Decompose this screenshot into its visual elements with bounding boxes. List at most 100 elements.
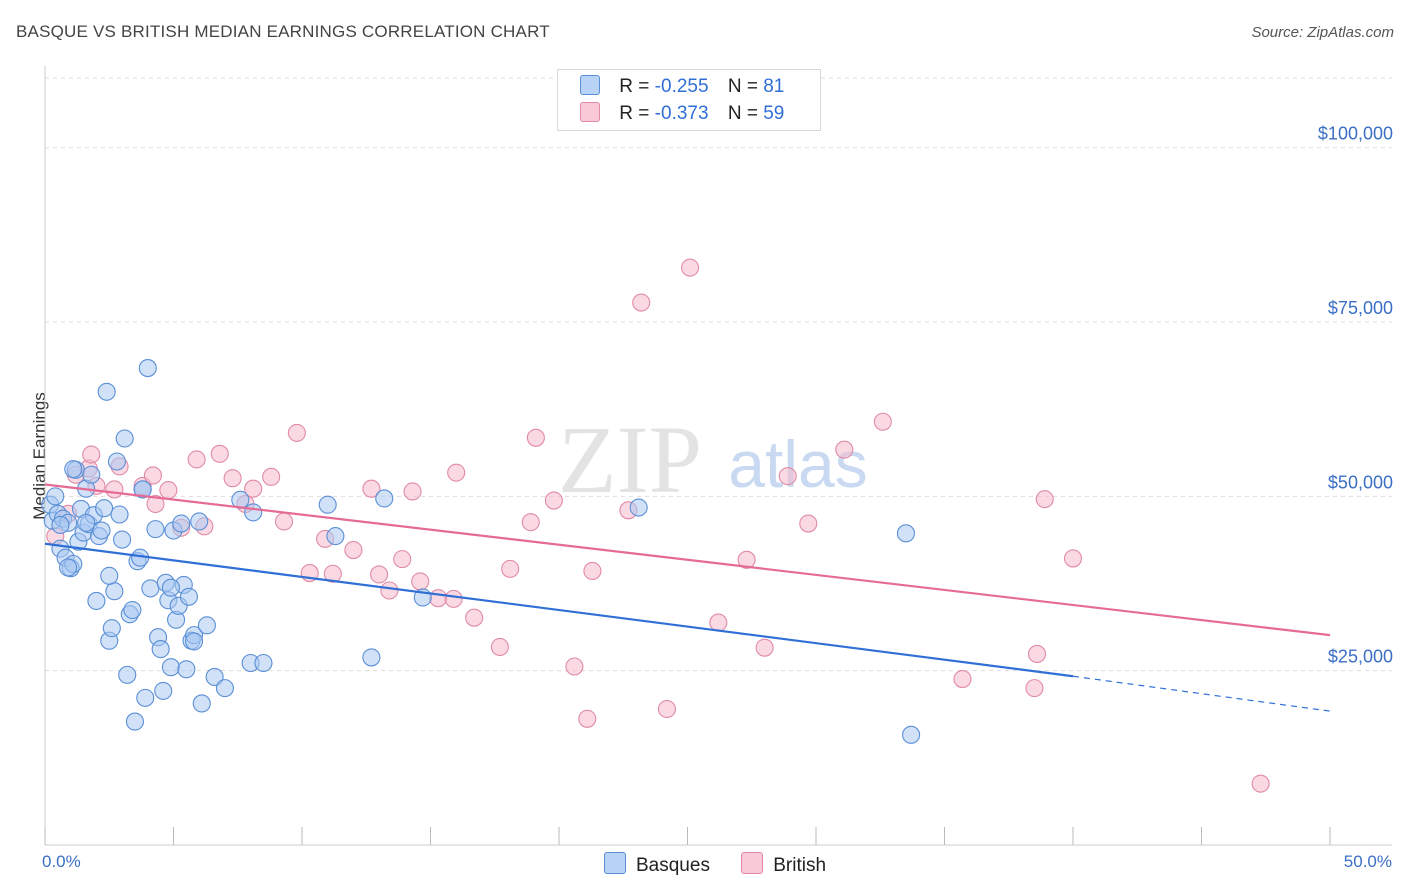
british-point <box>344 541 363 560</box>
british-point <box>583 561 602 581</box>
british-point <box>1035 490 1054 509</box>
basques-point <box>254 653 273 673</box>
basques-points <box>41 359 921 744</box>
n-label: N = <box>727 103 758 124</box>
legend-label-british: British <box>773 855 827 876</box>
y-tick-label: $100,000 <box>1318 124 1393 144</box>
correlation-legend: R = -0.255 N = 81 R = -0.373 N = 59 <box>557 69 821 131</box>
basques-point <box>141 579 160 598</box>
british-point <box>953 669 972 689</box>
british-point <box>578 709 597 728</box>
british-point <box>1251 774 1270 793</box>
basques-point <box>77 513 96 532</box>
legend-row-british: R = -0.373 N = 59 <box>580 102 784 128</box>
british-point <box>657 699 676 719</box>
basques-point <box>123 600 142 620</box>
legend-item-basques[interactable]: Basques <box>604 852 710 877</box>
british-point <box>262 467 281 486</box>
british-point <box>323 564 342 583</box>
legend-label-basques: Basques <box>636 855 710 876</box>
basques-point <box>161 578 180 597</box>
british-point <box>146 494 165 514</box>
watermark-atlas: atlas <box>728 427 867 501</box>
british-point <box>873 412 892 431</box>
british-point <box>403 482 422 501</box>
british-point <box>380 581 399 600</box>
basques-point <box>95 499 114 518</box>
basques-trend-line <box>44 542 1074 678</box>
basques-swatch <box>580 75 600 95</box>
basques-point <box>190 512 209 531</box>
basques-point <box>133 480 152 499</box>
y-tick-label: $25,000 <box>1328 647 1393 667</box>
basques-point <box>59 558 78 577</box>
british-point <box>755 638 774 657</box>
british-point <box>370 565 389 584</box>
british-point <box>447 463 466 482</box>
basques-point <box>215 679 234 698</box>
basques-point <box>896 524 916 543</box>
basques-point <box>118 665 137 684</box>
basques-point <box>151 640 170 659</box>
n-label: N = <box>727 76 758 97</box>
british-point <box>444 589 463 608</box>
british-point <box>287 423 306 442</box>
british-points <box>46 258 1270 793</box>
british-point <box>105 480 124 499</box>
r-value-basques: -0.255 <box>654 76 709 97</box>
british-point <box>1027 644 1047 663</box>
basques-point <box>326 527 345 546</box>
basques-point <box>46 487 65 506</box>
british-point <box>223 469 242 488</box>
british-point <box>411 572 430 591</box>
british-point <box>799 514 818 533</box>
basques-point <box>161 658 180 677</box>
watermark-zip: ZIP <box>558 406 702 513</box>
british-point <box>244 479 263 498</box>
basques-swatch <box>604 852 626 874</box>
british-point <box>393 550 412 569</box>
basques-point <box>318 495 337 514</box>
r-label: R = <box>619 103 650 124</box>
british-point <box>709 613 728 632</box>
british-point <box>82 445 101 464</box>
british-point <box>490 637 509 657</box>
basques-point <box>179 587 198 606</box>
series-legend: Basques British <box>604 852 852 877</box>
basques-point <box>105 582 124 601</box>
british-point <box>143 466 162 485</box>
legend-item-british[interactable]: British <box>741 852 826 877</box>
british-point <box>429 589 448 608</box>
british-point <box>187 450 206 469</box>
basques-point <box>115 429 134 448</box>
british-point <box>544 491 563 510</box>
chart-title: BASQUE VS BRITISH MEDIAN EARNINGS CORREL… <box>16 22 550 41</box>
basques-point <box>177 660 196 679</box>
y-tick-label: $50,000 <box>1328 472 1393 492</box>
british-point <box>565 657 584 676</box>
r-value-british: -0.373 <box>654 103 709 124</box>
basques-point <box>154 681 173 700</box>
basques-point <box>51 515 70 535</box>
watermark: ZIP atlas <box>558 406 868 513</box>
british-point <box>632 293 651 312</box>
british-point <box>159 481 178 500</box>
x-tick-max: 50.0% <box>1343 852 1392 871</box>
basques-point <box>146 520 165 539</box>
basques-point <box>64 460 83 479</box>
x-tick-min: 0.0% <box>42 852 81 871</box>
basques-point <box>172 514 191 533</box>
basques-point <box>244 503 263 522</box>
british-point <box>681 258 700 277</box>
r-label: R = <box>619 76 650 97</box>
y-tick-label: $75,000 <box>1328 298 1393 318</box>
basques-point <box>902 725 921 744</box>
y-tick-labels: $25,000 $50,000 $75,000 $100,000 <box>1318 124 1393 667</box>
basques-point <box>125 712 144 731</box>
basques-point <box>97 382 116 401</box>
british-point <box>737 550 756 569</box>
british-point <box>835 440 854 459</box>
basques-point <box>362 648 381 667</box>
source-credit: Source: ZipAtlas.com <box>1251 24 1394 41</box>
